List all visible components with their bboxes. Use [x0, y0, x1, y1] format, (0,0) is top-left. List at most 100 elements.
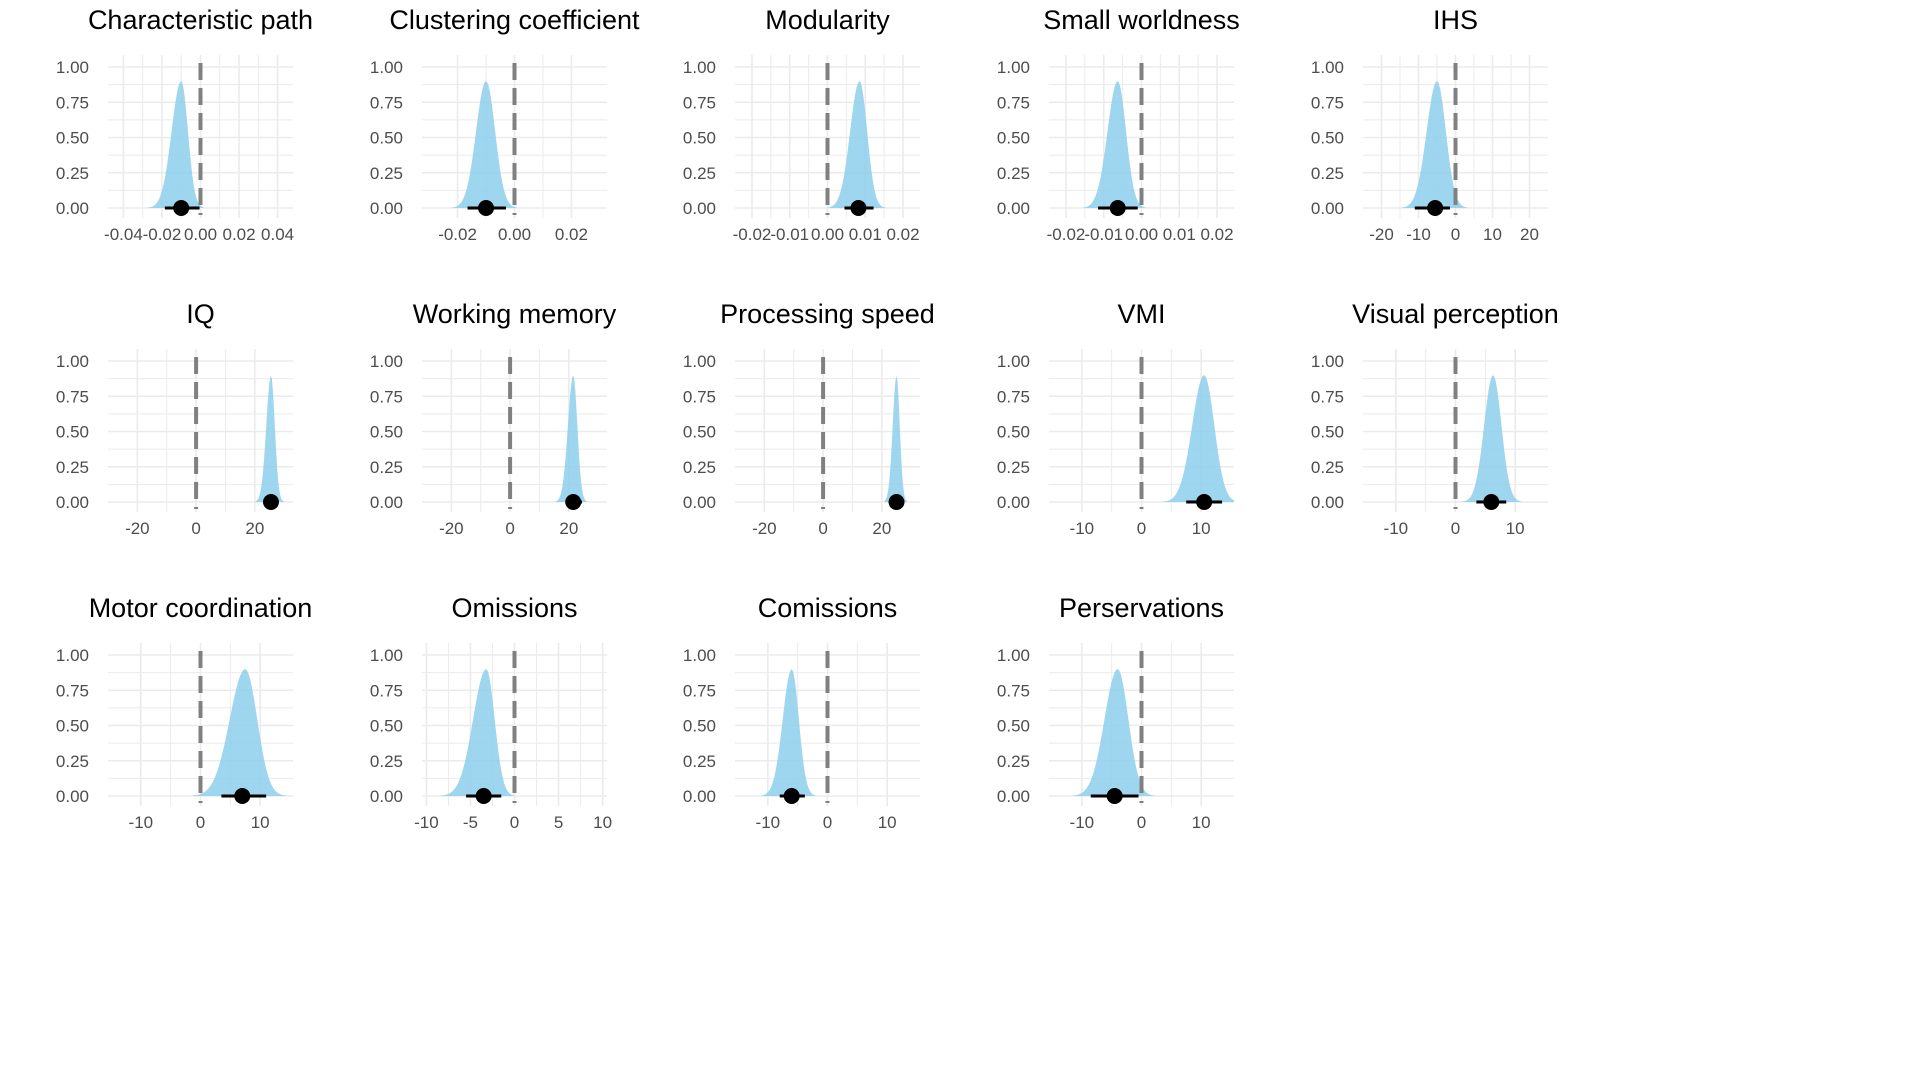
- panel-title: Modularity: [765, 5, 890, 35]
- density-area: [1083, 81, 1146, 208]
- y-tick-label: 0.00: [683, 787, 716, 806]
- x-tick-label: -10: [1070, 813, 1095, 832]
- y-tick-label: 0.00: [56, 787, 89, 806]
- density-area: [761, 669, 816, 796]
- x-tick-label: -10: [129, 813, 154, 832]
- y-tick-label: 0.75: [56, 681, 89, 700]
- y-tick-label: 0.50: [683, 717, 716, 736]
- x-tick-label: 0.00: [498, 225, 531, 244]
- y-tick-label: 1.00: [997, 646, 1030, 665]
- x-tick-label: 0: [1451, 225, 1460, 244]
- y-tick-label: 0.00: [1311, 199, 1344, 218]
- y-tick-label: 0.75: [997, 387, 1030, 406]
- x-tick-label: 0: [510, 813, 519, 832]
- y-tick-label: 1.00: [997, 58, 1030, 77]
- y-tick-label: 0.50: [56, 717, 89, 736]
- y-tick-label: 0.25: [370, 752, 403, 771]
- panel: 0.00 0.25 0.50 0.75 1.00 -10 0 10 VMI: [997, 299, 1234, 538]
- x-tick-label: -0.02: [143, 225, 182, 244]
- panel-title: VMI: [1117, 299, 1165, 329]
- y-tick-label: 0.50: [56, 423, 89, 442]
- panel-title: Working memory: [413, 299, 617, 329]
- y-tick-label: 0.25: [1311, 164, 1344, 183]
- density-area: [555, 375, 588, 502]
- x-tick-label: -20: [752, 519, 777, 538]
- density-area: [452, 81, 518, 208]
- panel-title: Comissions: [758, 593, 898, 623]
- y-tick-label: 0.25: [683, 458, 716, 477]
- y-tick-label: 0.25: [997, 752, 1030, 771]
- y-tick-label: 0.00: [997, 199, 1030, 218]
- y-tick-label: 1.00: [370, 58, 403, 77]
- panel: 0.00 0.25 0.50 0.75 1.00 -10 -5 0 5 10 Omissions: [370, 593, 612, 832]
- y-tick-label: 0.25: [1311, 458, 1344, 477]
- y-tick-label: 0.25: [683, 164, 716, 183]
- panel: 0.00 0.25 0.50 0.75 1.00 -10 0 10 Visual percept…: [1311, 299, 1559, 538]
- panel: 0.00 0.25 0.50 0.75 1.00 -10 0 10 Comissions: [683, 593, 920, 832]
- y-tick-label: 0.00: [683, 199, 716, 218]
- y-tick-label: 0.75: [997, 681, 1030, 700]
- y-tick-label: 1.00: [997, 352, 1030, 371]
- x-tick-label: 10: [1192, 813, 1211, 832]
- x-tick-label: -10: [1406, 225, 1431, 244]
- y-tick-label: 0.75: [1311, 387, 1344, 406]
- y-tick-label: 0.00: [370, 493, 403, 512]
- panel-title: Visual perception: [1352, 299, 1559, 329]
- density-area: [191, 669, 287, 796]
- y-tick-label: 0.25: [56, 458, 89, 477]
- y-tick-label: 0.50: [370, 423, 403, 442]
- y-tick-label: 0.00: [683, 493, 716, 512]
- density-area: [1072, 669, 1155, 796]
- x-tick-label: 0.00: [811, 225, 844, 244]
- density-area: [147, 81, 205, 208]
- y-tick-label: 1.00: [370, 646, 403, 665]
- density-area: [1462, 375, 1522, 502]
- y-tick-label: 0.25: [683, 752, 716, 771]
- panel-title: Characteristic path: [88, 5, 313, 35]
- x-tick-label: -20: [1369, 225, 1394, 244]
- x-tick-label: -10: [756, 813, 781, 832]
- panel-title: IHS: [1433, 5, 1478, 35]
- panel: 0.00 0.25 0.50 0.75 1.00 -20 0 20 Processing spe…: [683, 299, 935, 538]
- x-tick-label: -0.01: [770, 225, 809, 244]
- point-estimate: [262, 494, 279, 510]
- panel-title: Perservations: [1059, 593, 1224, 623]
- point-estimate: [1483, 494, 1500, 510]
- x-tick-label: -0.04: [104, 225, 143, 244]
- y-tick-label: 1.00: [1311, 58, 1344, 77]
- point-estimate: [1109, 200, 1126, 216]
- point-estimate: [173, 200, 190, 216]
- x-tick-label: -10: [1384, 519, 1409, 538]
- density-area: [827, 81, 886, 208]
- x-tick-label: 0.00: [1125, 225, 1158, 244]
- x-tick-label: 0.02: [1200, 225, 1233, 244]
- x-tick-label: 10: [251, 813, 270, 832]
- y-tick-label: 0.25: [370, 164, 403, 183]
- panel-title: Omissions: [451, 593, 577, 623]
- x-tick-label: -5: [463, 813, 478, 832]
- panel: 0.00 0.25 0.50 0.75 1.00 -10 0 10 Motor coordina…: [56, 593, 312, 832]
- panel-title: Motor coordination: [89, 593, 313, 623]
- density-area: [254, 375, 284, 502]
- panel: 0.00 0.25 0.50 0.75 1.00 -10 0 10 Perservations: [997, 593, 1234, 832]
- panel: 0.00 0.25 0.50 0.75 1.00 -20 0 20 Working memory: [370, 299, 617, 538]
- x-tick-label: 20: [1520, 225, 1539, 244]
- y-tick-label: 0.00: [370, 199, 403, 218]
- point-estimate: [1196, 494, 1213, 510]
- y-tick-label: 0.00: [56, 493, 89, 512]
- panel-title: Clustering coefficient: [389, 5, 640, 35]
- density-area: [1162, 375, 1234, 502]
- y-tick-label: 0.25: [56, 752, 89, 771]
- point-estimate: [850, 200, 867, 216]
- y-tick-label: 0.75: [56, 93, 89, 112]
- x-tick-label: 20: [872, 519, 891, 538]
- x-tick-label: 10: [878, 813, 897, 832]
- y-tick-label: 0.00: [997, 493, 1030, 512]
- y-tick-label: 0.25: [56, 164, 89, 183]
- y-tick-label: 1.00: [56, 646, 89, 665]
- panel: 0.000.250.500.751.00-0.02 -0.01 0.00 0.01 0.…: [997, 5, 1240, 244]
- x-tick-label: -0.02: [1047, 225, 1086, 244]
- y-tick-label: 0.50: [1311, 423, 1344, 442]
- y-tick-label: 0.75: [370, 93, 403, 112]
- y-tick-label: 0.25: [370, 458, 403, 477]
